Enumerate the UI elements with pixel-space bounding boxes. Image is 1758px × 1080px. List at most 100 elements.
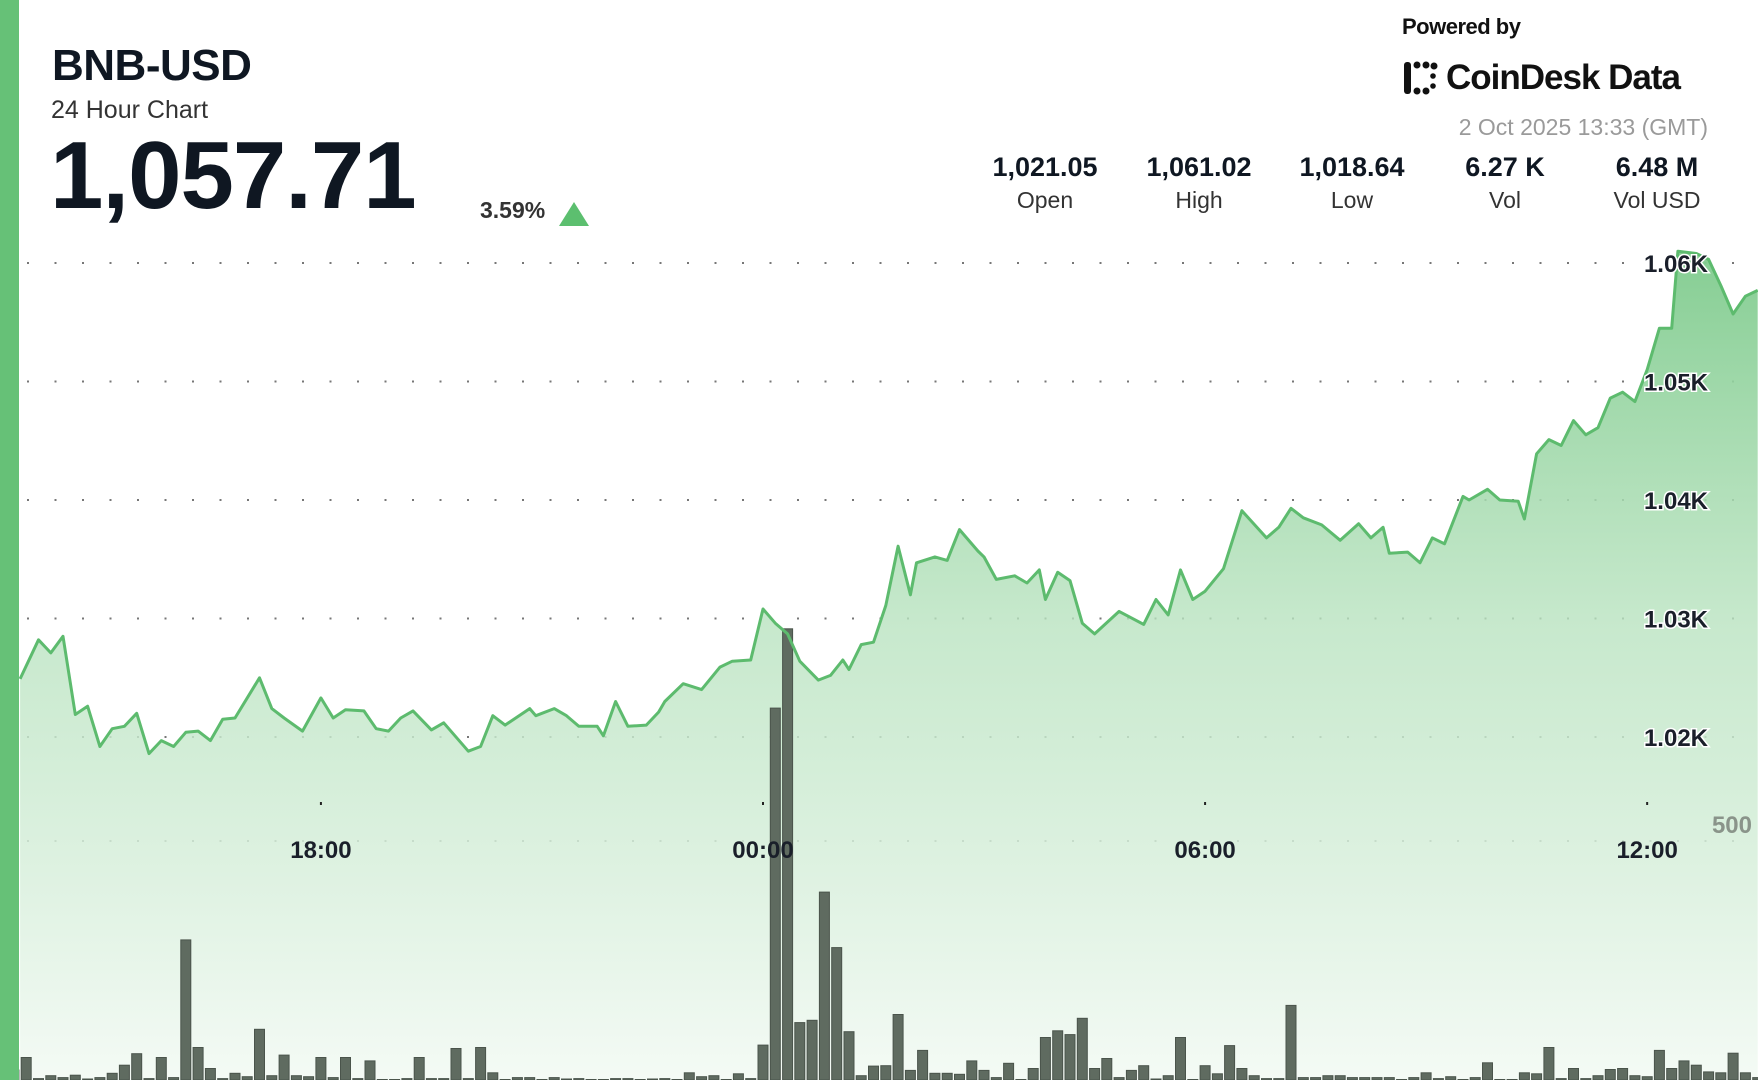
coindesk-mark-icon <box>1404 61 1438 95</box>
stat-vol-usd: 6.48 M Vol USD <box>1582 152 1732 214</box>
volume-bar <box>1236 1068 1248 1080</box>
timestamp: 2 Oct 2025 13:33 (GMT) <box>1458 114 1708 140</box>
volume-bar <box>155 1057 167 1080</box>
volume-bar <box>683 1072 695 1080</box>
volume-bar <box>118 1064 130 1080</box>
x-tick-label: 12:00 <box>1616 837 1677 864</box>
volume-bar <box>978 1069 990 1080</box>
volume-bar <box>475 1047 487 1080</box>
volume-bar <box>340 1057 351 1080</box>
volume-bar <box>1531 1073 1543 1080</box>
chart-subtitle: 24 Hour Chart <box>51 96 209 124</box>
volume-bar <box>1101 1058 1113 1080</box>
volume-bar <box>1334 1075 1346 1080</box>
y-tick-label: 1.05K <box>1644 370 1709 397</box>
volume-bar <box>966 1060 978 1080</box>
y-axis: 1.06K 1.05K 1.04K 1.03K 1.02K 500 <box>1642 250 1752 840</box>
volume-bar <box>843 1031 855 1080</box>
volume-bar <box>1715 1072 1727 1080</box>
volume-bar <box>1727 1052 1739 1080</box>
volume-bar <box>131 1053 143 1080</box>
volume-bar <box>1162 1075 1174 1080</box>
powered-by-label: Powered by <box>1402 14 1521 39</box>
stat-value: 6.48 M <box>1615 152 1699 182</box>
volume-bar <box>868 1065 879 1080</box>
symbol-title: BNB-USD <box>52 41 252 90</box>
volume-bars <box>8 628 1758 1080</box>
volume-bar <box>1199 1065 1211 1080</box>
stat-value: 1,018.64 <box>1299 152 1405 182</box>
volume-bar <box>1653 1049 1665 1080</box>
stat-value: 1,021.05 <box>992 152 1098 182</box>
x-tick-label: 18:00 <box>290 837 351 864</box>
volume-bar <box>917 1049 929 1080</box>
volume-bar <box>487 1072 499 1080</box>
volume-bar <box>769 707 781 1080</box>
volume-bar <box>204 1068 216 1080</box>
volume-bar <box>266 1075 278 1080</box>
volume-bar <box>1617 1068 1629 1080</box>
volume-bar <box>192 1047 204 1080</box>
volume-bar <box>1666 1068 1678 1080</box>
y-tick-label: 1.04K <box>1644 488 1709 515</box>
volume-bar <box>1568 1068 1579 1080</box>
stat-vol: 6.27 K Vol <box>1430 152 1580 214</box>
volume-bar <box>364 1060 376 1080</box>
volume-bar <box>1052 1030 1064 1080</box>
volume-bar <box>1039 1037 1051 1080</box>
up-arrow-icon <box>559 202 590 226</box>
volume-bar <box>941 1072 953 1080</box>
volume-bar <box>1690 1064 1702 1080</box>
volume-axis-label: 500 <box>1712 812 1752 839</box>
volume-bar <box>1076 1017 1088 1080</box>
volume-bar <box>757 1044 769 1080</box>
volume-bar <box>929 1072 941 1080</box>
volume-bar <box>806 1019 818 1080</box>
volume-bar <box>794 1022 806 1080</box>
volume-bar <box>954 1073 965 1080</box>
volume-bar <box>831 947 843 1080</box>
volume-bar <box>1211 1073 1223 1080</box>
volume-bar <box>1678 1060 1690 1080</box>
accent-bar <box>0 0 19 1080</box>
volume-bar <box>855 1075 867 1080</box>
volume-bar <box>782 628 794 1080</box>
volume-bar <box>818 891 830 1080</box>
price-area-fill <box>20 251 1758 1080</box>
price-line <box>18 249 1758 756</box>
volume-bar <box>254 1028 265 1080</box>
volume-bar <box>1543 1047 1555 1080</box>
volume-bar <box>1248 1075 1260 1080</box>
volume-bar <box>880 1065 892 1080</box>
y-tick-label: 1.03K <box>1644 607 1709 634</box>
volume-bar <box>45 1075 57 1080</box>
volume-bar <box>1125 1069 1137 1080</box>
volume-bar <box>1175 1037 1186 1080</box>
volume-bar <box>69 1074 81 1080</box>
volume-bar <box>413 1057 425 1080</box>
coindesk-logo: CoinDesk Data <box>1402 56 1681 100</box>
price-change: 3.59% <box>480 197 546 223</box>
stat-high: 1,061.02 High <box>1124 152 1274 214</box>
volume-bar <box>278 1054 290 1080</box>
volume-bar <box>290 1075 302 1080</box>
volume-bar <box>1138 1065 1150 1080</box>
current-price: 1,057.71 <box>50 122 417 229</box>
x-tick-label: 00:00 <box>732 837 793 864</box>
y-tick-label: 1.06K <box>1644 251 1709 278</box>
volume-bar <box>1604 1069 1616 1080</box>
volume-bar <box>20 1057 32 1080</box>
volume-bar <box>1518 1072 1530 1080</box>
stat-label: Vol USD <box>1613 187 1701 213</box>
stat-value: 1,061.02 <box>1146 152 1252 182</box>
volume-bar <box>1003 1062 1015 1080</box>
volume-bar <box>892 1014 904 1080</box>
stat-label: Open <box>1016 187 1074 213</box>
x-axis: 18:00 00:00 06:00 12:00 <box>290 802 1678 864</box>
volume-bar <box>1482 1062 1493 1080</box>
volume-bar <box>1703 1071 1715 1080</box>
volume-bar <box>229 1072 241 1080</box>
logo-text: CoinDesk Data <box>1446 58 1681 97</box>
stat-label: Low <box>1330 187 1374 213</box>
